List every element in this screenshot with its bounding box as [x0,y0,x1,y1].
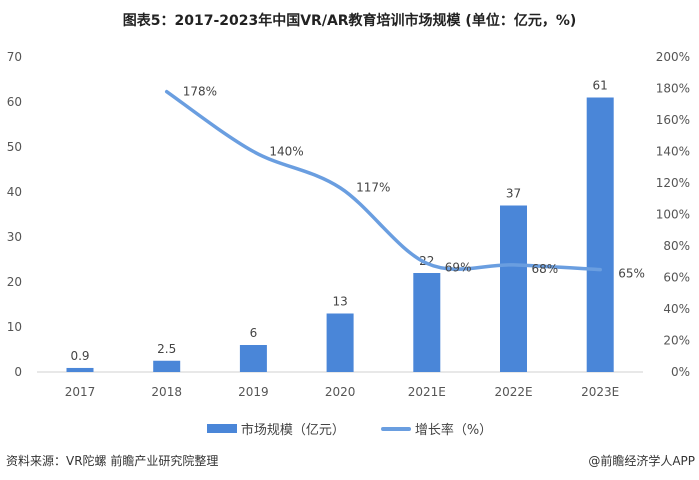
x-axis-tick-label: 2023E [581,385,619,399]
right-axis-tick-label: 200% [656,50,690,64]
x-axis-tick-label: 2018 [151,385,182,399]
bar-2023E [586,97,614,372]
bar-data-label: 61 [593,79,608,93]
left-axis-tick-label: 0 [14,365,22,379]
legend-item-growth-rate[interactable]: 增长率（%） [380,419,493,438]
right-axis-tick-label: 160% [656,113,690,127]
line-data-label: 178% [183,85,217,99]
right-axis-tick-label: 60% [663,271,690,285]
legend-bar-swatch [206,424,237,433]
source-note: 资料来源：VR陀螺 前瞻产业研究院整理 [6,454,219,468]
legend-line-swatch [380,426,411,431]
bar-data-label: 37 [506,187,521,201]
x-axis-tick-label: 2020 [325,385,356,399]
bar-2019 [239,345,267,372]
x-axis-tick-label: 2021E [408,385,446,399]
left-axis-tick-label: 30 [7,230,22,244]
right-axis-tick-label: 0% [671,365,690,379]
left-axis-tick-label: 70 [7,50,22,64]
left-axis-tick-label: 20 [7,275,22,289]
left-axis-tick-label: 10 [7,320,22,334]
bar-2020 [326,313,354,372]
x-axis-tick-label: 2022E [494,385,532,399]
bar-2018 [153,360,181,372]
bar-2021E [413,273,441,372]
left-axis-tick-label: 40 [7,185,22,199]
bar-data-label: 0.9 [70,349,89,363]
line-data-label: 69% [445,260,472,274]
right-axis-tick-label: 140% [656,145,690,159]
line-data-label: 68% [532,262,559,276]
right-axis-tick-label: 120% [656,176,690,190]
legend-label: 市场规模（亿元） [240,423,345,438]
bar-data-label: 2.5 [157,342,176,356]
left-axis-tick-label: 60 [7,95,22,109]
bar-2022E [500,205,527,372]
right-axis-tick-label: 180% [656,82,690,96]
right-axis-tick-label: 100% [656,208,690,222]
legend-label: 增长率（%） [414,423,493,438]
right-axis-tick-label: 80% [663,239,690,253]
line-data-label: 117% [356,181,390,195]
legend: 市场规模（亿元） 增长率（%） [0,419,699,438]
line-data-label: 140% [269,145,303,159]
bar-data-label: 6 [250,326,258,340]
line-data-label: 65% [618,267,645,281]
right-axis-tick-label: 40% [663,302,690,316]
x-axis-tick-label: 2019 [238,385,269,399]
chart-title: 图表5：2017-2023年中国VR/AR教育培训市场规模 (单位：亿元，%) [122,13,577,29]
right-axis-tick-label: 20% [663,334,690,348]
brand-credit: @前瞻经济学人APP [588,454,695,468]
growth-rate-line [164,89,602,272]
legend-item-market-size[interactable]: 市场规模（亿元） [206,419,345,438]
bar-2017 [66,367,94,372]
x-axis-tick-label: 2017 [65,385,96,399]
bar-data-label: 13 [332,295,347,309]
left-axis-tick-label: 50 [7,140,22,154]
